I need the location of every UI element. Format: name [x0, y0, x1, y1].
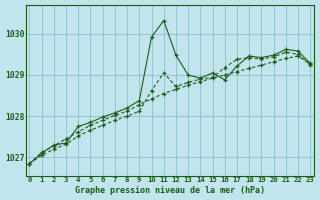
X-axis label: Graphe pression niveau de la mer (hPa): Graphe pression niveau de la mer (hPa): [75, 186, 265, 195]
